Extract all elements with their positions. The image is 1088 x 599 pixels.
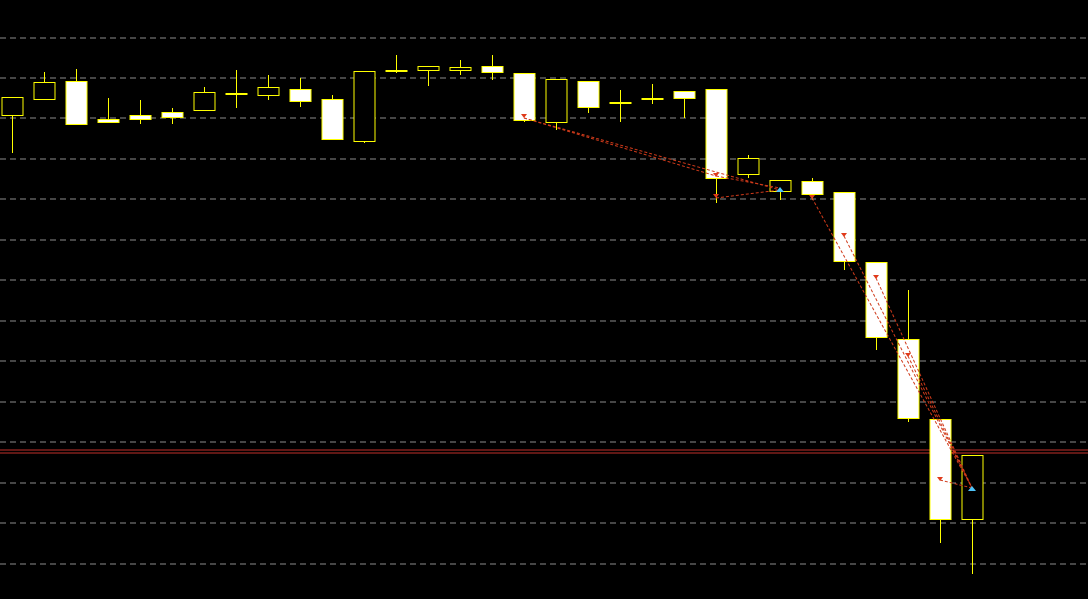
trade-line xyxy=(715,189,781,199)
body xyxy=(353,71,376,142)
body xyxy=(737,158,760,175)
trade-line xyxy=(939,479,973,489)
body xyxy=(801,181,824,195)
sell-arrow xyxy=(521,114,527,118)
body xyxy=(385,70,408,72)
body xyxy=(609,102,632,104)
body xyxy=(289,89,312,102)
body xyxy=(641,98,664,100)
trade-line xyxy=(907,355,973,489)
close-arrow xyxy=(776,187,784,192)
trade-line xyxy=(875,277,973,489)
body xyxy=(673,91,696,99)
sell-arrow xyxy=(841,233,847,237)
sell-arrow xyxy=(873,275,879,279)
trade-line xyxy=(843,235,973,489)
body xyxy=(225,93,248,95)
sell-arrow xyxy=(809,195,815,199)
body xyxy=(193,92,216,111)
body xyxy=(65,81,88,125)
body xyxy=(513,73,536,121)
body xyxy=(545,79,568,123)
sell-arrow xyxy=(713,173,719,177)
sell-arrow xyxy=(713,194,719,198)
body xyxy=(897,339,920,419)
body xyxy=(705,89,728,179)
body xyxy=(577,81,600,108)
body xyxy=(321,99,344,140)
body xyxy=(1,97,24,116)
body xyxy=(129,115,152,120)
body xyxy=(481,66,504,73)
trade-line xyxy=(523,117,717,177)
close-arrow xyxy=(968,486,976,491)
sell-arrow xyxy=(937,477,943,481)
trade-line xyxy=(715,175,781,189)
trade-line xyxy=(811,197,973,489)
body xyxy=(833,192,856,262)
body xyxy=(33,82,56,100)
sell-arrow xyxy=(905,353,911,357)
body xyxy=(97,119,120,123)
trade-arrows xyxy=(521,114,976,491)
trade-line xyxy=(523,117,781,191)
body xyxy=(449,67,472,71)
grid xyxy=(0,37,1088,565)
body xyxy=(417,66,440,71)
body xyxy=(257,87,280,96)
body xyxy=(161,112,184,118)
trade-markers xyxy=(523,117,973,489)
